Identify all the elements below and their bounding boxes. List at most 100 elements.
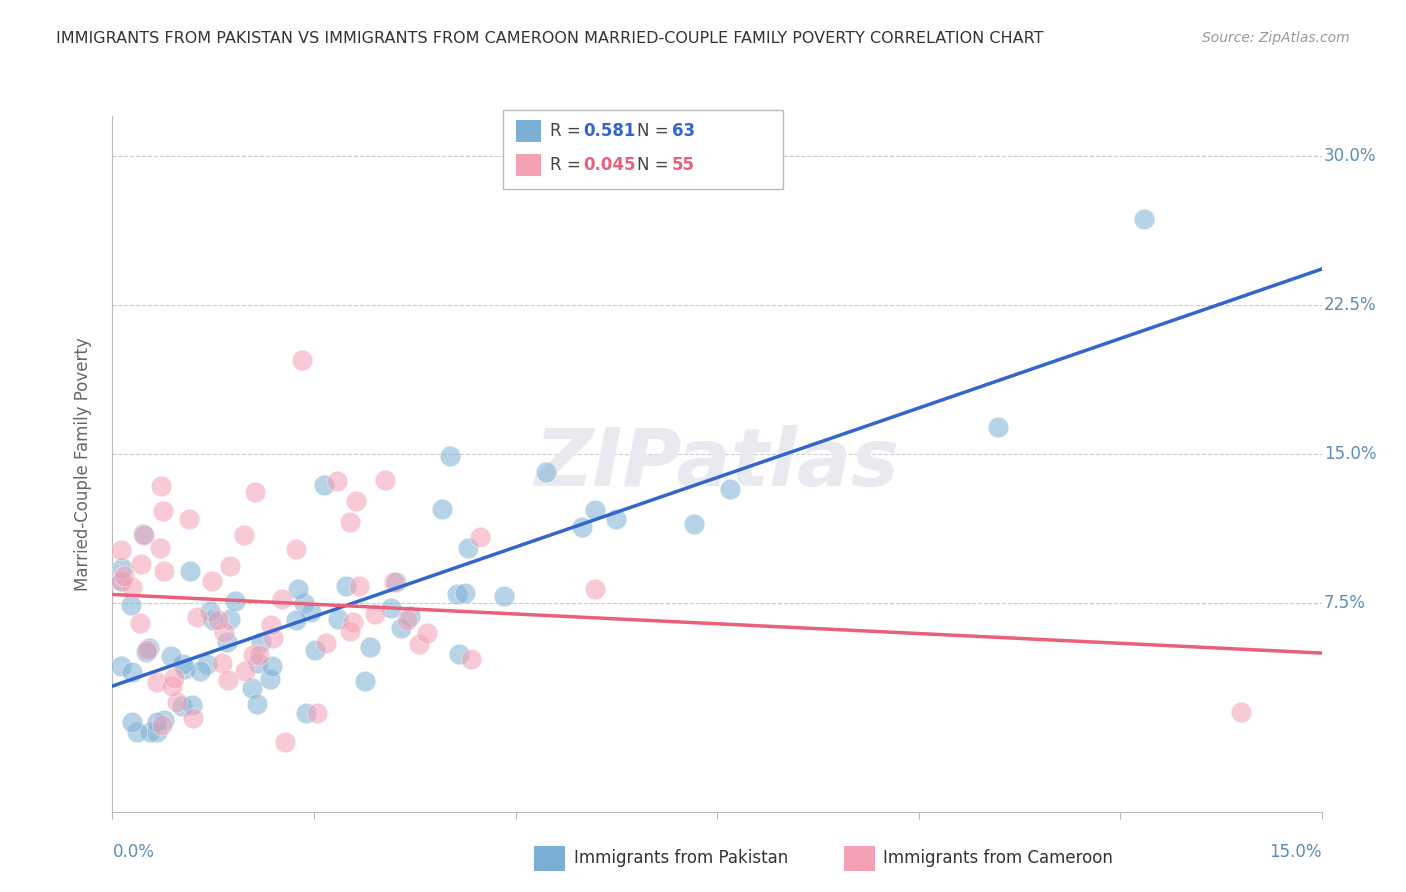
Point — [212, 625, 235, 640]
Point — [446, 587, 468, 601]
Point — [219, 558, 242, 573]
Point — [207, 613, 229, 627]
Point — [179, 512, 201, 526]
Point — [246, 657, 269, 671]
Point — [457, 541, 479, 556]
Point — [129, 557, 152, 571]
Point — [396, 613, 419, 627]
Point — [468, 530, 491, 544]
Point — [262, 631, 284, 645]
Point — [454, 586, 477, 600]
Text: 55: 55 — [672, 156, 695, 174]
Point — [152, 504, 174, 518]
Point — [339, 624, 361, 638]
Point — [284, 613, 307, 627]
Point — [250, 634, 273, 648]
Point — [195, 657, 218, 671]
Text: Source: ZipAtlas.com: Source: ZipAtlas.com — [1202, 31, 1350, 45]
Point — [211, 656, 233, 670]
Point — [299, 605, 322, 619]
Point — [132, 527, 155, 541]
Point — [605, 512, 627, 526]
Point — [439, 449, 461, 463]
Text: N =: N = — [637, 156, 673, 174]
Point — [121, 714, 143, 729]
Point — [398, 609, 420, 624]
Point — [271, 592, 294, 607]
Point — [274, 735, 297, 749]
Point — [259, 673, 281, 687]
Point — [408, 637, 430, 651]
Point — [374, 473, 396, 487]
Point — [262, 659, 284, 673]
Point — [134, 645, 156, 659]
Point — [172, 657, 194, 671]
Point — [380, 601, 402, 615]
Point — [112, 568, 135, 582]
Point — [430, 502, 453, 516]
Point — [129, 616, 152, 631]
Text: 15.0%: 15.0% — [1270, 843, 1322, 861]
Point — [224, 594, 246, 608]
Point — [152, 565, 174, 579]
Point — [536, 465, 558, 479]
Point — [354, 674, 377, 689]
Point — [138, 640, 160, 655]
Point — [249, 648, 271, 662]
Point — [344, 493, 367, 508]
Point — [170, 699, 193, 714]
Point — [260, 618, 283, 632]
Point — [159, 648, 181, 663]
Point — [180, 698, 202, 712]
Point — [389, 622, 412, 636]
Point — [110, 574, 132, 588]
Point — [235, 664, 257, 678]
Point — [583, 503, 606, 517]
Point — [335, 579, 357, 593]
Point — [326, 474, 349, 488]
Point — [292, 597, 315, 611]
Point — [240, 681, 263, 695]
Point — [284, 542, 307, 557]
Point — [295, 706, 318, 720]
Point — [146, 714, 169, 729]
Point — [217, 673, 239, 687]
Point — [152, 713, 174, 727]
Point — [315, 636, 337, 650]
Point — [162, 680, 184, 694]
Point — [145, 675, 167, 690]
Point — [198, 604, 221, 618]
Point — [146, 725, 169, 739]
Text: 30.0%: 30.0% — [1324, 146, 1376, 165]
Point — [136, 643, 159, 657]
Point — [188, 664, 211, 678]
Point — [342, 615, 364, 629]
Point — [347, 579, 370, 593]
Point — [314, 478, 336, 492]
Point — [149, 478, 172, 492]
Point — [987, 419, 1010, 434]
Point — [186, 610, 208, 624]
Point — [242, 648, 264, 663]
Point — [287, 582, 309, 597]
Point — [219, 612, 242, 626]
Point — [494, 589, 516, 603]
Y-axis label: Married-Couple Family Poverty: Married-Couple Family Poverty — [73, 337, 91, 591]
Point — [416, 625, 439, 640]
Point — [111, 561, 134, 575]
Point — [583, 582, 606, 596]
Text: 7.5%: 7.5% — [1324, 594, 1367, 612]
Point — [110, 658, 132, 673]
Point — [149, 541, 172, 555]
Point — [460, 652, 482, 666]
Point — [683, 517, 706, 532]
Point — [179, 564, 201, 578]
Point — [120, 599, 142, 613]
Point — [364, 607, 387, 621]
Text: 63: 63 — [672, 122, 695, 140]
Point — [110, 543, 132, 558]
Point — [382, 575, 405, 590]
Point — [217, 634, 239, 648]
Point — [245, 484, 267, 499]
Text: ZIPatlas: ZIPatlas — [534, 425, 900, 503]
